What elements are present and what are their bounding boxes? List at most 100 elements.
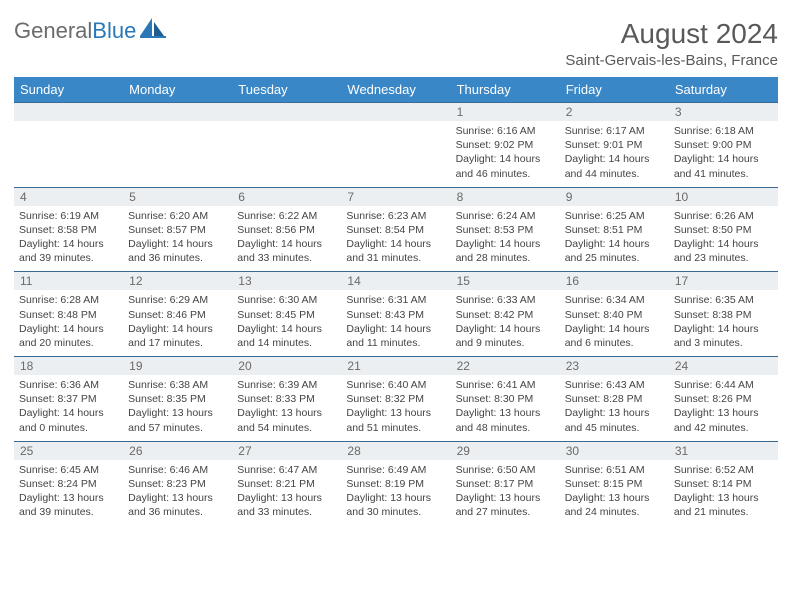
calendar-cell: 30Sunrise: 6:51 AMSunset: 8:15 PMDayligh… [560,441,669,525]
calendar-cell: 16Sunrise: 6:34 AMSunset: 8:40 PMDayligh… [560,272,669,357]
day-number: 28 [341,442,450,460]
day-body: Sunrise: 6:20 AMSunset: 8:57 PMDaylight:… [123,206,232,272]
calendar-row: 25Sunrise: 6:45 AMSunset: 8:24 PMDayligh… [14,441,778,525]
day-number: 11 [14,272,123,290]
calendar-cell: 31Sunrise: 6:52 AMSunset: 8:14 PMDayligh… [669,441,778,525]
calendar-cell: 4Sunrise: 6:19 AMSunset: 8:58 PMDaylight… [14,187,123,272]
weekday-header: Thursday [451,77,560,103]
logo-text-blue: Blue [92,18,136,44]
calendar-cell: 15Sunrise: 6:33 AMSunset: 8:42 PMDayligh… [451,272,560,357]
day-number [232,103,341,121]
day-number: 2 [560,103,669,121]
calendar-row: 18Sunrise: 6:36 AMSunset: 8:37 PMDayligh… [14,357,778,442]
calendar-cell: 25Sunrise: 6:45 AMSunset: 8:24 PMDayligh… [14,441,123,525]
day-body: Sunrise: 6:52 AMSunset: 8:14 PMDaylight:… [669,460,778,526]
day-body: Sunrise: 6:16 AMSunset: 9:02 PMDaylight:… [451,121,560,187]
day-body: Sunrise: 6:38 AMSunset: 8:35 PMDaylight:… [123,375,232,441]
logo-text-gray: General [14,18,92,44]
day-number: 20 [232,357,341,375]
weekday-header: Saturday [669,77,778,103]
day-number: 29 [451,442,560,460]
calendar-cell: 28Sunrise: 6:49 AMSunset: 8:19 PMDayligh… [341,441,450,525]
calendar-cell: 9Sunrise: 6:25 AMSunset: 8:51 PMDaylight… [560,187,669,272]
day-number: 18 [14,357,123,375]
day-body: Sunrise: 6:40 AMSunset: 8:32 PMDaylight:… [341,375,450,441]
day-number: 27 [232,442,341,460]
calendar-cell: 21Sunrise: 6:40 AMSunset: 8:32 PMDayligh… [341,357,450,442]
weekday-header: Tuesday [232,77,341,103]
day-number [123,103,232,121]
day-body: Sunrise: 6:34 AMSunset: 8:40 PMDaylight:… [560,290,669,356]
day-body: Sunrise: 6:30 AMSunset: 8:45 PMDaylight:… [232,290,341,356]
day-body [14,121,123,181]
calendar-cell: 18Sunrise: 6:36 AMSunset: 8:37 PMDayligh… [14,357,123,442]
calendar-cell: 22Sunrise: 6:41 AMSunset: 8:30 PMDayligh… [451,357,560,442]
day-body: Sunrise: 6:19 AMSunset: 8:58 PMDaylight:… [14,206,123,272]
calendar-cell: 23Sunrise: 6:43 AMSunset: 8:28 PMDayligh… [560,357,669,442]
calendar-cell: 24Sunrise: 6:44 AMSunset: 8:26 PMDayligh… [669,357,778,442]
day-body [341,121,450,181]
calendar-cell [341,103,450,188]
day-body: Sunrise: 6:39 AMSunset: 8:33 PMDaylight:… [232,375,341,441]
day-number: 4 [14,188,123,206]
calendar-cell: 13Sunrise: 6:30 AMSunset: 8:45 PMDayligh… [232,272,341,357]
day-number: 24 [669,357,778,375]
day-body: Sunrise: 6:35 AMSunset: 8:38 PMDaylight:… [669,290,778,356]
day-number: 3 [669,103,778,121]
calendar-cell [14,103,123,188]
calendar-table: SundayMondayTuesdayWednesdayThursdayFrid… [14,77,778,525]
calendar-row: 11Sunrise: 6:28 AMSunset: 8:48 PMDayligh… [14,272,778,357]
calendar-cell: 27Sunrise: 6:47 AMSunset: 8:21 PMDayligh… [232,441,341,525]
day-body: Sunrise: 6:51 AMSunset: 8:15 PMDaylight:… [560,460,669,526]
day-body: Sunrise: 6:31 AMSunset: 8:43 PMDaylight:… [341,290,450,356]
header: GeneralBlue August 2024 Saint-Gervais-le… [14,18,778,69]
weekday-header: Friday [560,77,669,103]
day-number: 16 [560,272,669,290]
day-body: Sunrise: 6:47 AMSunset: 8:21 PMDaylight:… [232,460,341,526]
day-number: 22 [451,357,560,375]
day-number: 26 [123,442,232,460]
calendar-row: 1Sunrise: 6:16 AMSunset: 9:02 PMDaylight… [14,103,778,188]
day-body: Sunrise: 6:50 AMSunset: 8:17 PMDaylight:… [451,460,560,526]
day-body: Sunrise: 6:49 AMSunset: 8:19 PMDaylight:… [341,460,450,526]
day-number: 30 [560,442,669,460]
day-number: 6 [232,188,341,206]
day-number: 31 [669,442,778,460]
day-body: Sunrise: 6:28 AMSunset: 8:48 PMDaylight:… [14,290,123,356]
day-body [232,121,341,181]
logo: GeneralBlue [14,18,166,44]
weekday-header-row: SundayMondayTuesdayWednesdayThursdayFrid… [14,77,778,103]
day-number: 5 [123,188,232,206]
calendar-body: 1Sunrise: 6:16 AMSunset: 9:02 PMDaylight… [14,103,778,526]
day-body: Sunrise: 6:22 AMSunset: 8:56 PMDaylight:… [232,206,341,272]
day-number: 1 [451,103,560,121]
calendar-cell: 12Sunrise: 6:29 AMSunset: 8:46 PMDayligh… [123,272,232,357]
day-body: Sunrise: 6:17 AMSunset: 9:01 PMDaylight:… [560,121,669,187]
calendar-row: 4Sunrise: 6:19 AMSunset: 8:58 PMDaylight… [14,187,778,272]
day-body: Sunrise: 6:29 AMSunset: 8:46 PMDaylight:… [123,290,232,356]
day-number: 10 [669,188,778,206]
day-body: Sunrise: 6:44 AMSunset: 8:26 PMDaylight:… [669,375,778,441]
day-body [123,121,232,181]
calendar-cell: 19Sunrise: 6:38 AMSunset: 8:35 PMDayligh… [123,357,232,442]
calendar-cell: 26Sunrise: 6:46 AMSunset: 8:23 PMDayligh… [123,441,232,525]
day-body: Sunrise: 6:45 AMSunset: 8:24 PMDaylight:… [14,460,123,526]
weekday-header: Monday [123,77,232,103]
calendar-cell: 6Sunrise: 6:22 AMSunset: 8:56 PMDaylight… [232,187,341,272]
day-body: Sunrise: 6:26 AMSunset: 8:50 PMDaylight:… [669,206,778,272]
day-number [14,103,123,121]
calendar-cell: 3Sunrise: 6:18 AMSunset: 9:00 PMDaylight… [669,103,778,188]
day-number: 17 [669,272,778,290]
day-number [341,103,450,121]
day-body: Sunrise: 6:46 AMSunset: 8:23 PMDaylight:… [123,460,232,526]
day-body: Sunrise: 6:18 AMSunset: 9:00 PMDaylight:… [669,121,778,187]
calendar-cell: 7Sunrise: 6:23 AMSunset: 8:54 PMDaylight… [341,187,450,272]
day-body: Sunrise: 6:41 AMSunset: 8:30 PMDaylight:… [451,375,560,441]
weekday-header: Wednesday [341,77,450,103]
calendar-cell: 8Sunrise: 6:24 AMSunset: 8:53 PMDaylight… [451,187,560,272]
calendar-cell: 10Sunrise: 6:26 AMSunset: 8:50 PMDayligh… [669,187,778,272]
calendar-cell: 17Sunrise: 6:35 AMSunset: 8:38 PMDayligh… [669,272,778,357]
calendar-cell: 29Sunrise: 6:50 AMSunset: 8:17 PMDayligh… [451,441,560,525]
calendar-cell: 20Sunrise: 6:39 AMSunset: 8:33 PMDayligh… [232,357,341,442]
calendar-cell: 11Sunrise: 6:28 AMSunset: 8:48 PMDayligh… [14,272,123,357]
